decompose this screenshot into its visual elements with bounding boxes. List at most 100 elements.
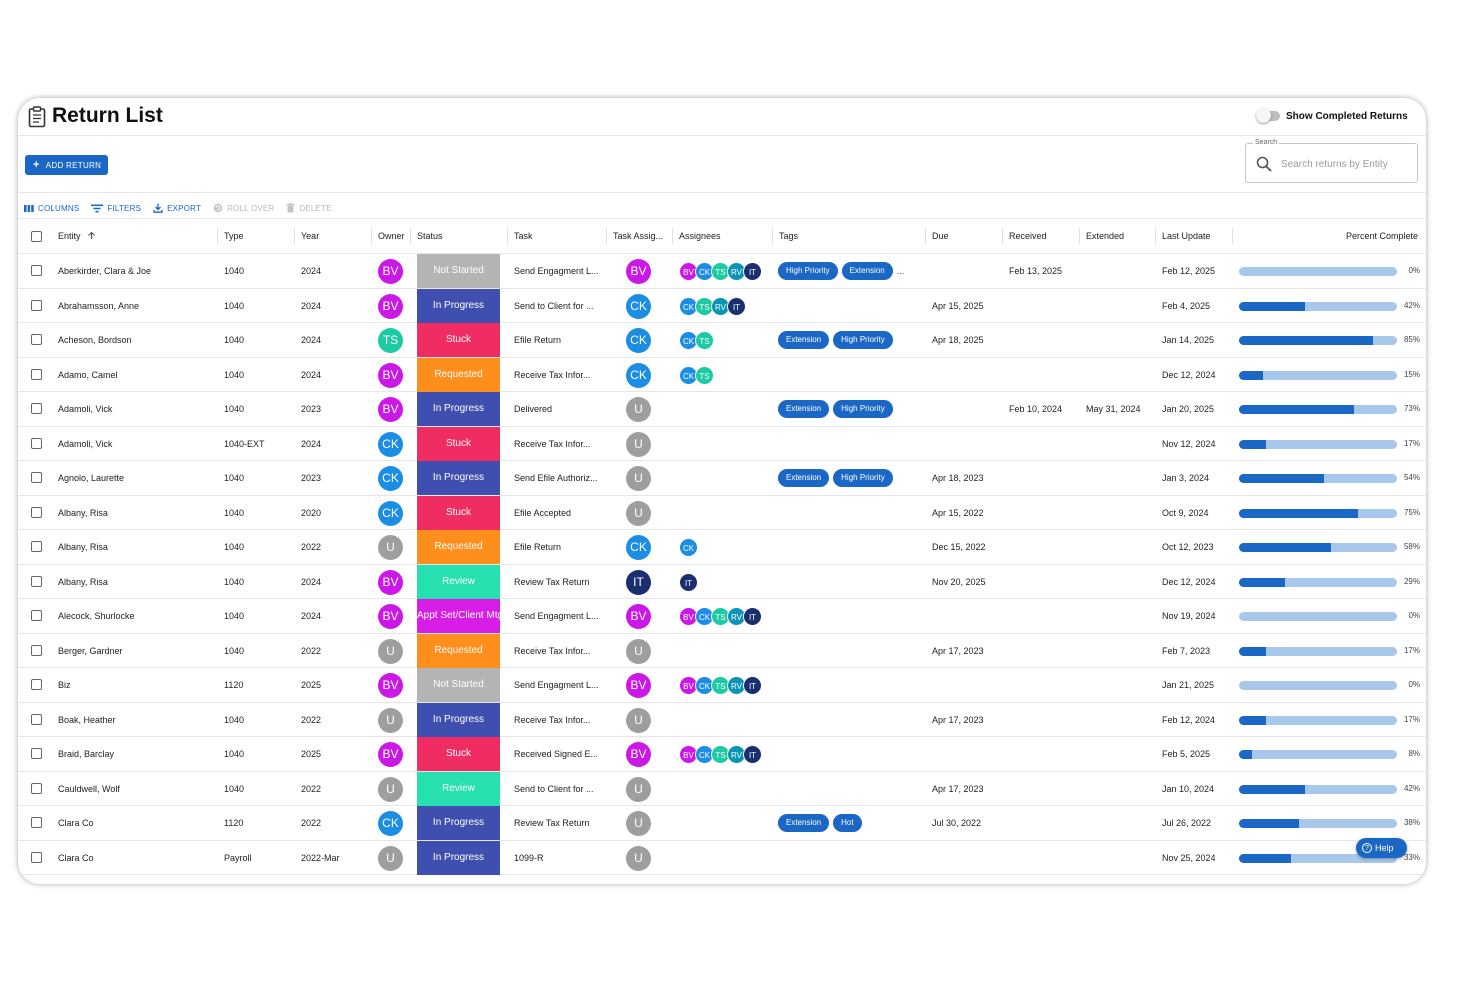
task-assignee-avatar[interactable]: U <box>626 707 651 733</box>
show-completed-toggle[interactable] <box>1256 108 1280 123</box>
owner-avatar[interactable]: U <box>378 707 403 733</box>
tag-chip[interactable]: Extension <box>778 469 830 487</box>
owner-avatar[interactable]: CK <box>378 500 403 526</box>
assignee-avatar[interactable]: CK <box>679 331 698 350</box>
column-header-tags[interactable]: Tags <box>779 231 799 241</box>
assignee-avatar[interactable]: RV <box>727 262 746 281</box>
owner-avatar[interactable]: U <box>378 776 403 802</box>
status-badge[interactable]: In Progress <box>417 392 500 426</box>
select-all-checkbox[interactable] <box>31 231 42 242</box>
task-assignee-avatar[interactable]: U <box>626 466 651 491</box>
table-row[interactable]: Albany, Risa 1040 2024 BV Review Review Tax R… <box>18 564 1426 599</box>
table-row[interactable]: Acheson, Bordson 1040 2024 TS Stuck Efile Ret… <box>18 323 1426 358</box>
assignee-avatar[interactable]: TS <box>695 331 714 350</box>
table-row[interactable]: Agnolo, Laurette 1040 2023 CK In Progress Sen… <box>18 461 1426 496</box>
owner-avatar[interactable]: BV <box>378 293 403 319</box>
tag-chip[interactable]: High Priority <box>833 469 893 487</box>
assignee-avatar[interactable]: IT <box>743 676 762 695</box>
table-row[interactable]: Abrahamsson, Anne 1040 2024 BV In Progress Se… <box>18 288 1426 323</box>
row-checkbox[interactable] <box>31 644 42 656</box>
add-return-button[interactable]: + ADD RETURN <box>25 155 108 175</box>
status-badge[interactable]: Appt Set/Client Mtg <box>417 599 500 633</box>
task-assignee-avatar[interactable]: CK <box>626 535 651 560</box>
owner-avatar[interactable]: BV <box>378 259 403 284</box>
table-row[interactable]: Adamoli, Vick 1040 2023 BV In Progress Delive… <box>18 392 1426 427</box>
task-assignee-avatar[interactable]: CK <box>626 328 651 353</box>
column-header-owner[interactable]: Owner <box>378 231 405 241</box>
status-badge[interactable]: Stuck <box>417 426 500 461</box>
row-checkbox[interactable] <box>31 782 42 794</box>
assignee-avatar[interactable]: TS <box>695 365 714 385</box>
delete-button[interactable]: DELETE <box>286 201 331 215</box>
column-header-due[interactable]: Due <box>932 231 949 241</box>
row-checkbox[interactable] <box>31 368 42 380</box>
columns-button[interactable]: COLUMNS <box>24 201 79 215</box>
owner-avatar[interactable]: BV <box>378 397 403 422</box>
status-badge[interactable]: In Progress <box>417 702 500 737</box>
column-separator[interactable] <box>217 228 218 244</box>
tag-chip[interactable]: Extension <box>841 262 893 280</box>
status-badge[interactable]: Not Started <box>417 668 500 702</box>
column-header-type[interactable]: Type <box>224 231 244 241</box>
task-assignee-avatar[interactable]: IT <box>626 569 651 595</box>
help-button[interactable]: ? Help <box>1356 838 1407 858</box>
table-row[interactable]: Biz 1120 2025 BV Not Started Send Engagment L… <box>18 668 1426 703</box>
search-field[interactable]: Search <box>1245 139 1418 183</box>
column-separator[interactable] <box>507 228 508 244</box>
tag-chip[interactable]: High Priority <box>778 262 838 280</box>
table-row[interactable]: Braid, Barclay 1040 2025 BV Stuck Received Si… <box>18 737 1426 772</box>
task-assignee-avatar[interactable]: U <box>626 845 651 871</box>
task-assignee-avatar[interactable]: BV <box>626 742 651 767</box>
table-row[interactable]: Albany, Risa 1040 2020 CK Stuck Efile Accepte… <box>18 495 1426 530</box>
owner-avatar[interactable]: U <box>378 638 403 664</box>
owner-avatar[interactable]: TS <box>378 328 403 353</box>
task-assignee-avatar[interactable]: U <box>626 431 651 457</box>
column-separator[interactable] <box>1002 228 1003 244</box>
tag-chip[interactable]: Extension <box>778 331 830 349</box>
export-button[interactable]: EXPORT <box>153 201 201 215</box>
task-assignee-avatar[interactable]: BV <box>626 604 651 629</box>
owner-avatar[interactable]: BV <box>378 673 403 698</box>
assignee-avatar[interactable]: IT <box>743 745 762 764</box>
column-header-task-assignee[interactable]: Task Assig... <box>613 231 664 241</box>
status-badge[interactable]: Not Started <box>417 254 500 288</box>
row-checkbox[interactable] <box>31 334 42 345</box>
task-assignee-avatar[interactable]: U <box>626 638 651 664</box>
row-checkbox[interactable] <box>31 299 42 311</box>
tag-chip[interactable]: Extension <box>778 400 830 418</box>
assignee-avatar[interactable]: IT <box>743 262 762 281</box>
row-checkbox[interactable] <box>31 541 42 552</box>
task-assignee-avatar[interactable]: U <box>626 776 651 802</box>
row-checkbox[interactable] <box>31 575 42 587</box>
column-separator[interactable] <box>606 228 607 244</box>
tag-chip[interactable]: Extension <box>778 814 830 832</box>
status-badge[interactable]: Requested <box>417 530 500 564</box>
tag-chip[interactable]: High Priority <box>833 331 893 349</box>
column-separator[interactable] <box>294 228 295 244</box>
search-input[interactable] <box>1281 157 1413 171</box>
column-separator[interactable] <box>410 228 411 244</box>
column-header-task[interactable]: Task <box>514 231 533 241</box>
column-separator[interactable] <box>1232 228 1233 244</box>
owner-avatar[interactable]: BV <box>378 362 403 388</box>
table-row[interactable]: Adamoli, Vick 1040-EXT 2024 CK Stuck Receive … <box>18 426 1426 461</box>
column-separator[interactable] <box>1155 228 1156 244</box>
table-row[interactable]: Clara Co Payroll 2022-Mar U In Progress 1099-… <box>18 840 1426 875</box>
owner-avatar[interactable]: BV <box>378 569 403 595</box>
owner-avatar[interactable]: BV <box>378 604 403 629</box>
column-header-received[interactable]: Received <box>1009 231 1047 241</box>
table-row[interactable]: Alecock, Shurlocke 1040 2024 BV Appt Set/Cli… <box>18 599 1426 634</box>
row-checkbox[interactable] <box>31 713 42 725</box>
column-header-entity[interactable]: Entity <box>58 219 96 253</box>
column-separator[interactable] <box>672 228 673 244</box>
status-badge[interactable]: Stuck <box>417 495 500 530</box>
table-row[interactable]: Albany, Risa 1040 2022 U Requested Efile Retu… <box>18 530 1426 565</box>
row-checkbox[interactable] <box>31 817 42 828</box>
owner-avatar[interactable]: CK <box>378 811 403 836</box>
column-separator[interactable] <box>1079 228 1080 244</box>
row-checkbox[interactable] <box>31 610 42 621</box>
column-separator[interactable] <box>925 228 926 244</box>
assignee-avatar[interactable]: IT <box>679 572 698 592</box>
column-header-status[interactable]: Status <box>417 231 443 241</box>
owner-avatar[interactable]: U <box>378 845 403 871</box>
